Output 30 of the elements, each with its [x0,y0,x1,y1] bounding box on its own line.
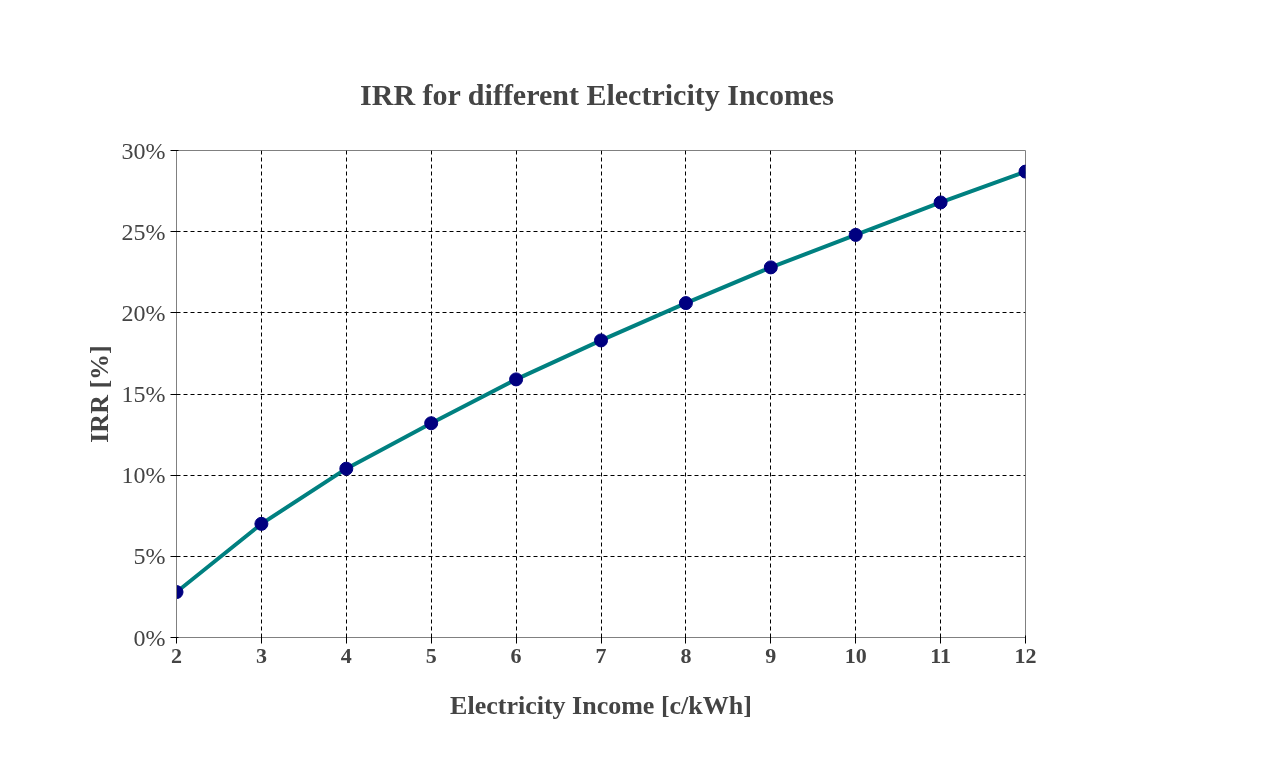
x-tick-label: 12 [1014,642,1037,668]
chart-title: IRR for different Electricity Incomes [360,77,834,111]
point [848,227,863,242]
x-tick-label: 6 [510,642,522,668]
x-tick-label: 4 [340,642,352,668]
x-tick-label: 11 [930,642,951,668]
y-tick-label: 30% [121,137,166,164]
point [678,296,693,311]
point [594,333,608,348]
y-tick-label: 15% [121,381,166,407]
x-tick-label: 10 [844,642,867,668]
x-axis-title: Electricity Income [c/kWh] [450,690,752,720]
point [933,195,948,210]
y-tick-label: 5% [133,543,166,570]
x-tick-label: 5 [425,642,437,668]
x-tick-label: 7 [595,642,607,668]
point [339,461,354,476]
point [509,372,524,387]
y-tick-label: 10% [121,462,166,489]
point [254,516,269,531]
y-tick-label: 25% [121,218,166,245]
y-tick-label: 0% [133,624,166,651]
x-tick-label: 2 [171,642,182,668]
x-tick-label: 8 [680,642,692,668]
y-axis-title: IRR [%] [84,345,114,443]
x-tick-label: 3 [255,642,267,668]
point [424,416,439,431]
y-tick-label: 20% [121,299,166,326]
point [763,260,778,275]
x-tick-label: 9 [765,642,777,668]
